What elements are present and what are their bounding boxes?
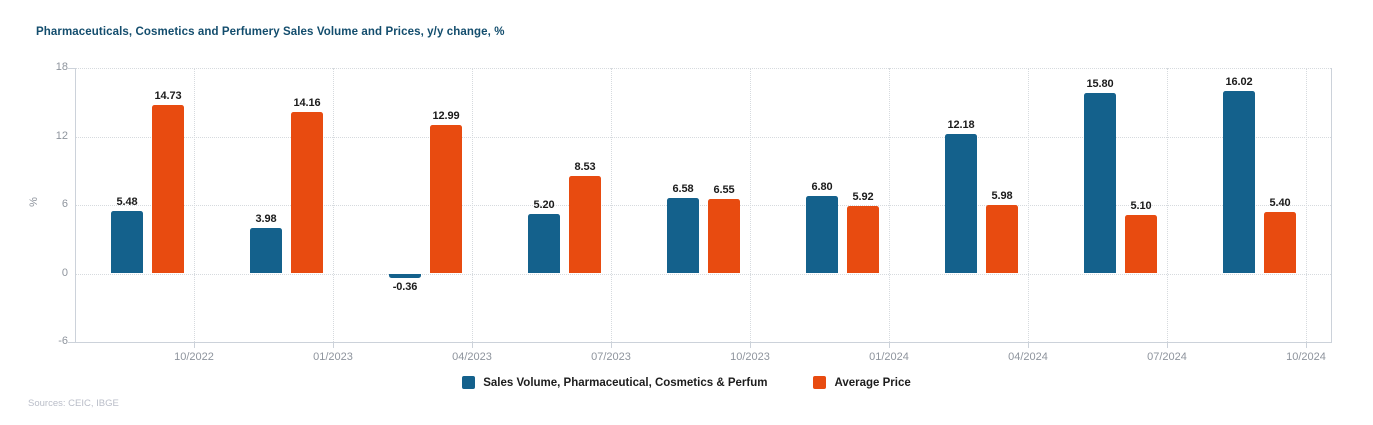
bar-sales-volume xyxy=(667,198,699,274)
gridline-horizontal xyxy=(76,273,1331,275)
bar-value-label: 15.80 xyxy=(1086,78,1114,91)
bar-sales-volume xyxy=(389,273,421,278)
bar-average-price xyxy=(152,105,184,274)
x-tick-mark xyxy=(1028,343,1029,348)
bar-value-label: 12.18 xyxy=(947,119,975,132)
x-tick-label: 04/2024 xyxy=(1008,351,1048,363)
gridline-horizontal xyxy=(76,205,1331,206)
bar-value-label: 12.99 xyxy=(432,110,460,123)
gridline-horizontal xyxy=(76,68,1331,69)
y-axis-endcap-bottom xyxy=(68,342,76,343)
gridline-vertical xyxy=(1306,68,1307,342)
x-tick-label: 07/2023 xyxy=(591,351,631,363)
chart-title: Pharmaceuticals, Cosmetics and Perfumery… xyxy=(36,26,505,38)
bar-sales-volume xyxy=(806,195,838,274)
bar-value-label: 5.40 xyxy=(1269,196,1291,209)
gridline-vertical xyxy=(194,68,195,342)
bar-average-price xyxy=(430,125,462,274)
bar-value-label: 16.02 xyxy=(1225,75,1253,88)
bar-average-price xyxy=(1264,211,1296,274)
bar-sales-volume xyxy=(1223,90,1255,274)
bar-sales-volume xyxy=(945,134,977,274)
x-tick-mark xyxy=(1306,343,1307,348)
bar-value-label: 14.16 xyxy=(293,96,321,109)
gridline-vertical xyxy=(611,68,612,342)
gridline-vertical xyxy=(333,68,334,342)
gridline-vertical xyxy=(889,68,890,342)
sources-note: Sources: CEIC, IBGE xyxy=(28,398,119,409)
bar-sales-volume xyxy=(1084,93,1116,274)
x-tick-label: 10/2023 xyxy=(730,351,770,363)
bar-average-price xyxy=(1125,215,1157,274)
bar-average-price xyxy=(986,205,1018,274)
y-tick-label: 0 xyxy=(61,266,68,279)
x-tick-label: 10/2024 xyxy=(1286,351,1326,363)
bar-value-label: 6.55 xyxy=(713,183,735,196)
y-tick-label: -6 xyxy=(58,335,68,347)
bar-sales-volume xyxy=(250,228,282,274)
x-tick-mark xyxy=(194,343,195,348)
x-tick-mark xyxy=(472,343,473,348)
x-tick-label: 01/2023 xyxy=(313,351,353,363)
gridline-vertical xyxy=(1028,68,1029,342)
legend-swatch-average-price-icon xyxy=(813,376,827,389)
legend-item-sales-volume[interactable]: Sales Volume, Pharmaceutical, Cosmetics … xyxy=(462,376,767,389)
x-tick-mark xyxy=(1167,343,1168,348)
x-tick-mark xyxy=(889,343,890,348)
bar-average-price xyxy=(291,111,323,274)
gridline-vertical xyxy=(1167,68,1168,342)
bar-value-label: 14.73 xyxy=(154,90,182,103)
gridline-vertical xyxy=(472,68,473,342)
bar-average-price xyxy=(847,205,879,274)
legend: Sales Volume, Pharmaceutical, Cosmetics … xyxy=(0,376,1373,389)
bar-value-label: 5.20 xyxy=(533,199,555,212)
y-axis-endcap-top xyxy=(68,68,76,69)
bar-value-label: 5.92 xyxy=(852,190,874,203)
bar-value-label: 5.98 xyxy=(991,190,1013,203)
plot-area: 18 12 6 0 -6 10/2022 01/2023 04/2023 07/2023 10/2… xyxy=(56,61,1332,363)
bar-value-label: 6.58 xyxy=(672,183,694,196)
x-tick-label: 10/2022 xyxy=(174,351,214,363)
gridline-horizontal xyxy=(76,136,1331,138)
x-tick-mark xyxy=(611,343,612,348)
legend-label-average-price: Average Price xyxy=(834,376,911,389)
legend-swatch-sales-volume-icon xyxy=(462,376,476,389)
bar-sales-volume xyxy=(528,214,560,274)
legend-item-average-price[interactable]: Average Price xyxy=(813,376,911,389)
x-tick-mark xyxy=(750,343,751,348)
bar-value-label: -0.36 xyxy=(392,280,418,293)
bar-value-label: 3.98 xyxy=(255,213,277,226)
bar-average-price xyxy=(708,198,740,274)
bar-value-label: 5.48 xyxy=(116,195,138,208)
x-tick-mark xyxy=(333,343,334,348)
x-tick-label: 07/2024 xyxy=(1147,351,1187,363)
bar-value-label: 5.10 xyxy=(1130,200,1152,213)
y-tick-label: 12 xyxy=(55,129,68,142)
legend-label-sales-volume: Sales Volume, Pharmaceutical, Cosmetics … xyxy=(483,376,768,389)
bar-average-price xyxy=(569,176,601,274)
bar-sales-volume xyxy=(111,210,143,274)
y-tick-label: 6 xyxy=(61,198,68,210)
x-tick-label: 04/2023 xyxy=(452,351,492,363)
y-tick-label: 18 xyxy=(55,61,68,73)
gridline-vertical xyxy=(750,68,751,342)
x-tick-label: 01/2024 xyxy=(869,351,909,363)
bar-value-label: 6.80 xyxy=(811,180,833,193)
bar-value-label: 8.53 xyxy=(574,161,596,174)
